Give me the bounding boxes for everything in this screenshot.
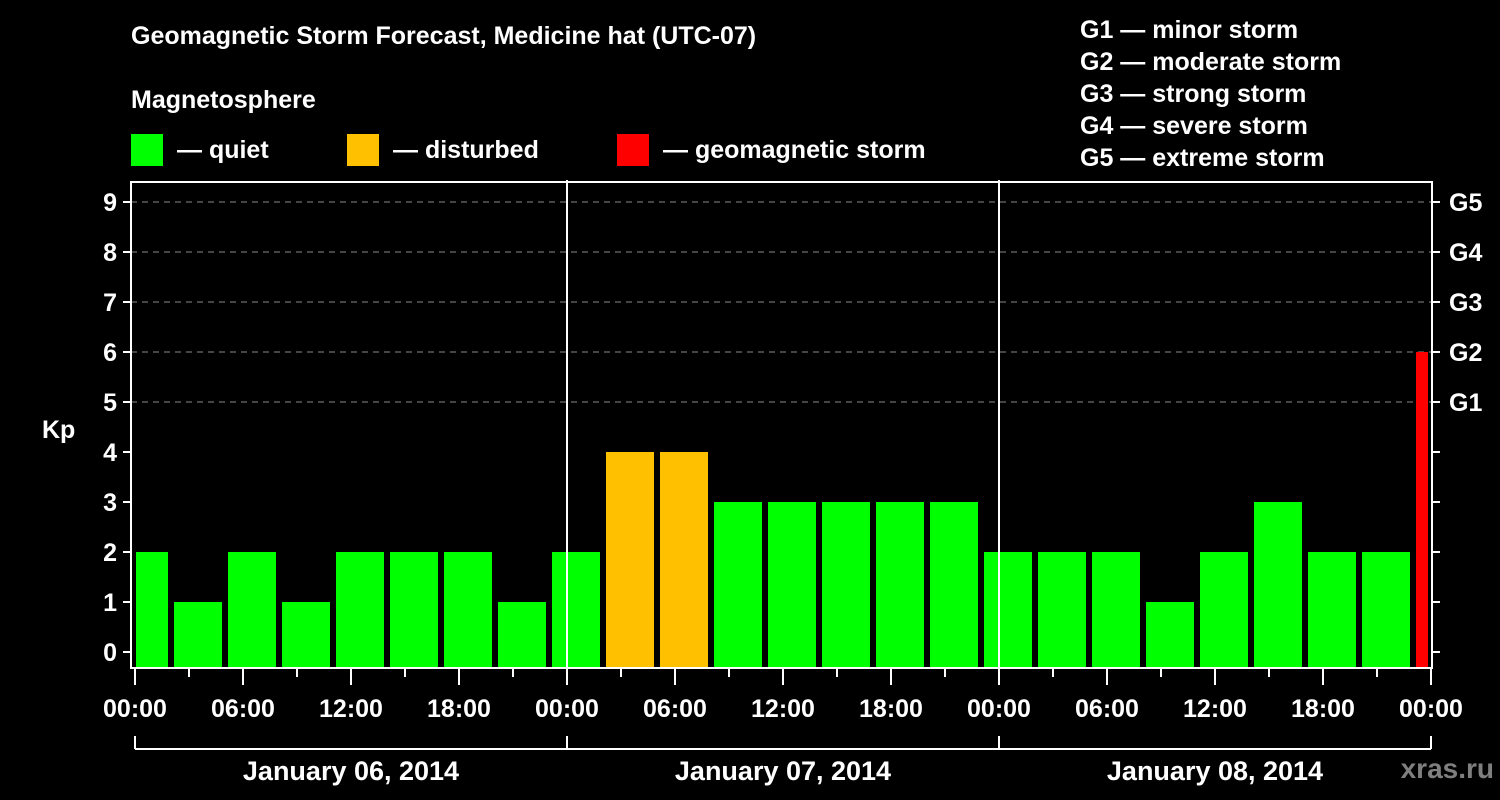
disturbed-swatch (347, 134, 379, 166)
y-tick-label: 2 (103, 539, 117, 567)
legend-disturbed: — disturbed (347, 134, 539, 166)
kp-bar (1200, 552, 1248, 668)
g-scale-item: G2 — moderate storm (1080, 48, 1342, 76)
legend-storm: — geomagnetic storm (617, 134, 926, 166)
legend-disturbed-label: — disturbed (393, 135, 539, 164)
g-scale-item: G5 — extreme storm (1080, 144, 1325, 172)
x-tick-label: 06:00 (211, 695, 275, 723)
y-tick-label: 3 (103, 489, 117, 517)
watermark: xras.ru (1400, 753, 1494, 784)
kp-bar (1416, 352, 1428, 668)
kp-bar (714, 502, 762, 668)
y-axis-label: Kp (42, 416, 75, 444)
chart-title: Geomagnetic Storm Forecast, Medicine hat… (131, 22, 757, 50)
grid-lines (131, 201, 1432, 403)
kp-bar (822, 502, 870, 668)
y-tick-label: 8 (103, 239, 117, 267)
storm-swatch (617, 134, 649, 166)
g-level-label: G4 (1449, 239, 1482, 267)
legend-quiet: — quiet (131, 134, 269, 166)
kp-bar (1146, 602, 1194, 668)
x-tick-label: 06:00 (1075, 695, 1139, 723)
kp-bar (444, 552, 492, 668)
x-tick-label: 12:00 (1183, 695, 1247, 723)
kp-bar (1362, 552, 1410, 668)
plot-frame (130, 181, 1433, 669)
axes (123, 180, 1440, 750)
kp-bar (390, 552, 438, 668)
kp-bar (136, 552, 168, 668)
x-tick-label: 12:00 (319, 695, 383, 723)
g-level-label: G2 (1449, 339, 1482, 367)
kp-bar (876, 502, 924, 668)
day-label: January 08, 2014 (1107, 756, 1323, 786)
g-scale-item: G4 — severe storm (1080, 112, 1308, 140)
day-label: January 06, 2014 (243, 756, 459, 786)
g-scale-item: G3 — strong storm (1080, 80, 1307, 108)
kp-bar (1254, 502, 1302, 668)
g-scale-legend: G1 — minor storm G2 — moderate storm G3 … (1080, 14, 1341, 174)
legend-storm-label: — geomagnetic storm (663, 135, 926, 164)
kp-bar (1038, 552, 1086, 668)
kp-bar (174, 602, 222, 668)
y-tick-label: 9 (103, 189, 117, 217)
kp-bar (336, 552, 384, 668)
x-tick-label: 12:00 (751, 695, 815, 723)
kp-bar (228, 552, 276, 668)
kp-bar (498, 602, 546, 668)
kp-bar (660, 452, 708, 668)
kp-bar (282, 602, 330, 668)
g-level-label: G1 (1449, 389, 1482, 417)
g-level-label: G3 (1449, 289, 1482, 317)
kp-bar (1308, 552, 1356, 668)
kp-bar (552, 552, 600, 668)
kp-bar (768, 502, 816, 668)
y-tick-label: 1 (103, 589, 117, 617)
g-scale-item: G1 — minor storm (1080, 16, 1299, 44)
x-tick-label: 18:00 (427, 695, 491, 723)
quiet-swatch (131, 134, 163, 166)
g-level-label: G5 (1449, 189, 1482, 217)
x-tick-label: 00:00 (535, 695, 599, 723)
x-tick-label: 00:00 (103, 695, 167, 723)
bars (136, 352, 1428, 668)
y-tick-label: 5 (103, 389, 117, 417)
kp-bar (1092, 552, 1140, 668)
y-tick-label: 0 (103, 639, 117, 667)
x-tick-label: 06:00 (643, 695, 707, 723)
y-tick-label: 7 (103, 289, 117, 317)
x-tick-label: 18:00 (859, 695, 923, 723)
legend-heading: Magnetosphere (131, 86, 316, 114)
kp-bar (930, 502, 978, 668)
kp-bar (606, 452, 654, 668)
legend-quiet-label: — quiet (177, 135, 269, 164)
kp-bar (984, 552, 1032, 668)
axis-labels: 0 1 2 3 4 5 6 7 8 9 G1 G2 G3 G4 G5 Kp 00:00 06:00 12:00 18:… (42, 189, 1482, 786)
x-tick-label: 00:00 (1399, 695, 1463, 723)
y-tick-label: 4 (103, 439, 117, 467)
x-tick-label: 00:00 (967, 695, 1031, 723)
y-tick-label: 6 (103, 339, 117, 367)
x-tick-label: 18:00 (1291, 695, 1355, 723)
day-label: January 07, 2014 (675, 756, 891, 786)
